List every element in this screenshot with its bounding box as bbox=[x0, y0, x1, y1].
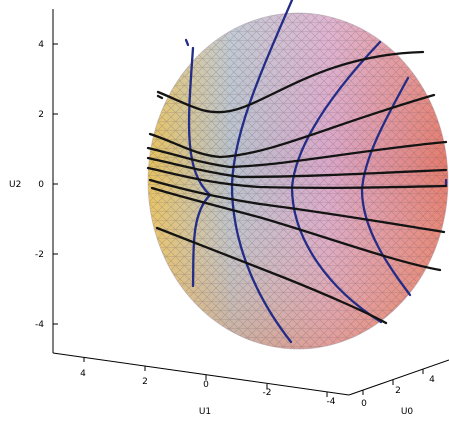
black-curve-group bbox=[146, 50, 448, 325]
black-curve bbox=[155, 226, 388, 325]
u2-tick-label: -4 bbox=[35, 320, 44, 330]
u2-tick-labels: 4 2 0 -2 -4 bbox=[35, 40, 44, 330]
blue-curve bbox=[360, 76, 412, 297]
blue-curve bbox=[187, 46, 212, 288]
u0-tick-labels: 0 2 4 bbox=[361, 375, 435, 409]
u2-axis-label: U2 bbox=[9, 180, 21, 190]
u2-ticks bbox=[53, 43, 58, 325]
axis-lines bbox=[52, 9, 449, 396]
surface-rim bbox=[147, 12, 449, 350]
u2-tick-label: -2 bbox=[35, 250, 44, 260]
u1-axis-line bbox=[52, 352, 350, 396]
black-curve bbox=[148, 178, 446, 234]
u1-tick-labels: 4 2 0 -2 -4 bbox=[80, 369, 336, 407]
black-curve bbox=[150, 186, 442, 272]
u1-tick-label: 4 bbox=[80, 369, 86, 379]
u0-tick-label: 0 bbox=[361, 399, 367, 409]
black-curve bbox=[148, 93, 436, 159]
u2-tick-label: 2 bbox=[38, 110, 44, 120]
u1-ticks bbox=[83, 357, 328, 397]
u0-axis-label: U0 bbox=[401, 407, 414, 417]
black-curve bbox=[146, 140, 448, 169]
u0-ticks bbox=[362, 369, 424, 395]
u1-tick-label: 2 bbox=[142, 377, 148, 387]
black-curve bbox=[146, 156, 448, 179]
surface bbox=[148, 13, 448, 349]
u2-tick-label: 0 bbox=[38, 180, 44, 190]
u0-axis-line bbox=[348, 359, 449, 396]
black-curve bbox=[146, 166, 448, 190]
u1-tick-label: 0 bbox=[203, 380, 209, 390]
u0-tick-label: 2 bbox=[395, 386, 401, 396]
u0-tick-label: 4 bbox=[429, 375, 435, 385]
u1-axis-label: U1 bbox=[199, 407, 211, 417]
black-curve bbox=[156, 94, 164, 100]
u2-tick-label: 4 bbox=[38, 40, 44, 50]
u1-tick-label: -2 bbox=[263, 388, 272, 398]
black-curve bbox=[156, 50, 425, 114]
u1-tick-label: -4 bbox=[327, 397, 336, 407]
blue-curve bbox=[184, 38, 190, 47]
